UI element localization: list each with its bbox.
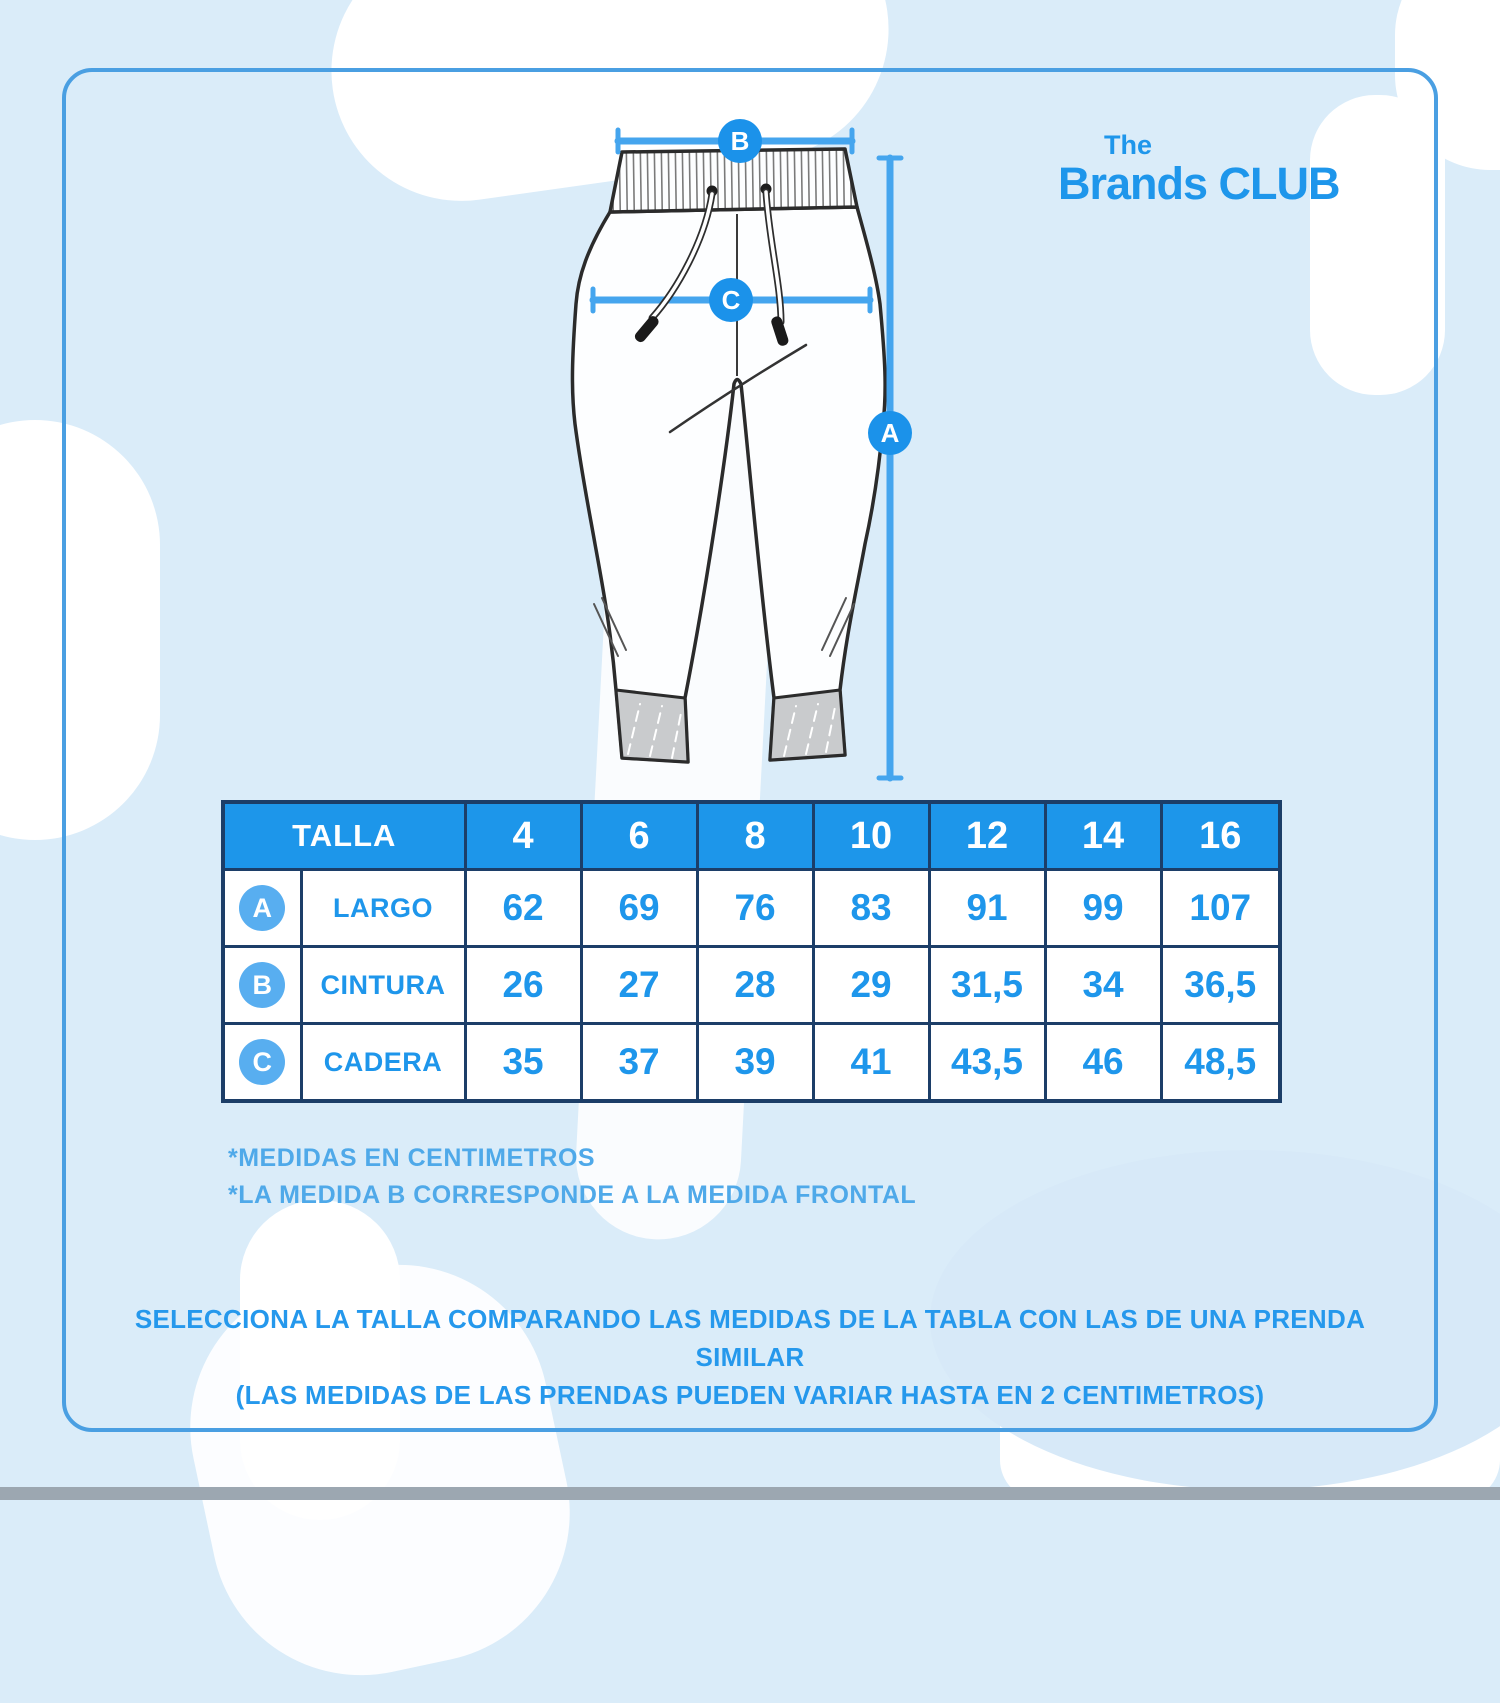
waistband-outline bbox=[608, 147, 859, 214]
background-blob bbox=[1310, 95, 1445, 395]
row-badge-b: B bbox=[221, 945, 303, 1025]
brand-name: Brands CLUB bbox=[1058, 158, 1341, 209]
brand-prefix: The bbox=[1104, 130, 1153, 160]
table-cell-value: 76 bbox=[695, 868, 815, 948]
row-label-cintura: CINTURA bbox=[299, 945, 467, 1025]
table-cell-value: 34 bbox=[1043, 945, 1163, 1025]
table-row-cintura: B CINTURA 26 27 28 29 31,5 34 36,5 bbox=[221, 945, 1282, 1025]
header-cell-size-8: 8 bbox=[695, 800, 815, 871]
header-cell-size-14: 14 bbox=[1043, 800, 1163, 871]
brand-logo: The Brands CLUB bbox=[1058, 130, 1388, 209]
header-cell-size-16: 16 bbox=[1159, 800, 1282, 871]
measure-badge-a-label: A bbox=[880, 417, 900, 448]
right-aglet bbox=[771, 316, 789, 346]
table-row-largo: A LARGO 62 69 76 83 91 99 107 bbox=[221, 868, 1282, 948]
table-cell-value: 28 bbox=[695, 945, 815, 1025]
measurement-notes: *MEDIDAS EN CENTIMETROS *LA MEDIDA B COR… bbox=[228, 1140, 916, 1214]
footer-line-1: SELECCIONA LA TALLA COMPARANDO LAS MEDID… bbox=[134, 1304, 1366, 1372]
table-cell-value: 35 bbox=[463, 1022, 583, 1103]
note-line: *MEDIDAS EN CENTIMETROS bbox=[228, 1144, 596, 1172]
row-badge-a-label: A bbox=[239, 885, 286, 931]
table-cell-value: 36,5 bbox=[1159, 945, 1282, 1025]
table-cell-value: 46 bbox=[1043, 1022, 1163, 1103]
row-badge-a: A bbox=[221, 868, 303, 948]
header-cell-talla: TALLA bbox=[221, 800, 467, 871]
table-cell-value: 41 bbox=[811, 1022, 931, 1103]
left-aglet bbox=[634, 316, 659, 343]
row-badge-b-label: B bbox=[239, 962, 286, 1008]
table-cell-value: 107 bbox=[1159, 868, 1282, 948]
table-cell-value: 99 bbox=[1043, 868, 1163, 948]
row-label-largo: LARGO bbox=[299, 868, 467, 948]
table-row-cadera: C CADERA 35 37 39 41 43,5 46 48,5 bbox=[221, 1022, 1282, 1103]
background-blob bbox=[930, 1150, 1500, 1490]
footer-text: SELECCIONA LA TALLA COMPARANDO LAS MEDID… bbox=[80, 1300, 1420, 1414]
header-cell-size-4: 4 bbox=[463, 800, 583, 871]
table-cell-value: 43,5 bbox=[927, 1022, 1047, 1103]
table-cell-value: 27 bbox=[579, 945, 699, 1025]
table-cell-value: 31,5 bbox=[927, 945, 1047, 1025]
yoke-seam bbox=[668, 343, 808, 434]
background-blob bbox=[0, 420, 160, 840]
table-cell-value: 91 bbox=[927, 868, 1047, 948]
measure-badge-b-label: B bbox=[730, 125, 750, 156]
table-cell-value: 39 bbox=[695, 1022, 815, 1103]
table-cell-value: 37 bbox=[579, 1022, 699, 1103]
table-cell-value: 48,5 bbox=[1159, 1022, 1282, 1103]
table-cell-value: 26 bbox=[463, 945, 583, 1025]
measure-badge-c-label: C bbox=[721, 284, 741, 315]
table-cell-value: 83 bbox=[811, 868, 931, 948]
table-cell-value: 29 bbox=[811, 945, 931, 1025]
row-label-cadera: CADERA bbox=[299, 1022, 467, 1103]
header-cell-size-6: 6 bbox=[579, 800, 699, 871]
row-badge-c: C bbox=[221, 1022, 303, 1103]
right-cuff bbox=[768, 688, 847, 762]
header-cell-size-12: 12 bbox=[927, 800, 1047, 871]
header-cell-size-10: 10 bbox=[811, 800, 931, 871]
row-badge-c-label: C bbox=[239, 1039, 286, 1085]
size-table: TALLA 4 6 8 10 12 14 16 A LARGO 62 69 76… bbox=[221, 800, 1283, 1103]
table-header-row: TALLA 4 6 8 10 12 14 16 bbox=[221, 800, 1282, 871]
bottom-edge-strip bbox=[0, 1487, 1500, 1500]
measure-badge-b: B bbox=[718, 119, 762, 163]
note-line: *LA MEDIDA B CORRESPONDE A LA MEDIDA FRO… bbox=[228, 1181, 917, 1209]
table-cell-value: 69 bbox=[579, 868, 699, 948]
footer-line-2: (LAS MEDIDAS DE LAS PRENDAS PUEDEN VARIA… bbox=[235, 1380, 1265, 1410]
pants-diagram-svg bbox=[570, 127, 904, 782]
measure-badge-a: A bbox=[868, 411, 912, 455]
content-frame bbox=[62, 68, 1438, 1432]
left-cuff bbox=[614, 688, 690, 764]
background-blob bbox=[240, 1200, 400, 1520]
table-cell-value: 62 bbox=[463, 868, 583, 948]
measure-badge-c: C bbox=[709, 278, 753, 322]
